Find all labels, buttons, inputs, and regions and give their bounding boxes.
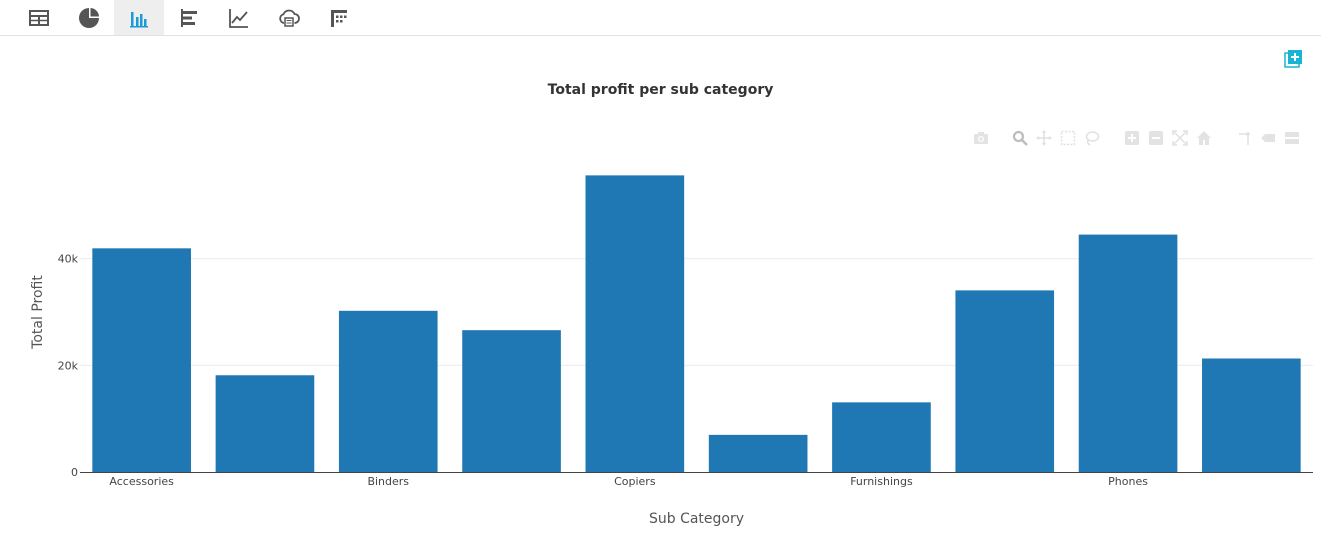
zoom-in-icon (1125, 131, 1139, 145)
box-select-button[interactable] (1059, 128, 1077, 148)
y-tick-label: 20k (58, 359, 79, 372)
bar[interactable] (955, 290, 1055, 472)
show-closest-button[interactable] (1259, 128, 1277, 148)
chart-title: Total profit per sub category (547, 82, 774, 98)
y-tick-label: 40k (58, 253, 79, 266)
table-icon (29, 9, 49, 26)
y-axis-title: Total Profit (30, 275, 46, 350)
spike-lines-icon (1239, 132, 1250, 145)
zoom-out-icon (1149, 131, 1163, 145)
x-tick-label: Binders (367, 475, 409, 488)
line-chart-icon (229, 8, 248, 28)
bar[interactable] (215, 375, 315, 472)
zoom-button[interactable] (1011, 128, 1029, 148)
hover-compare-icon (1285, 132, 1299, 144)
compare-data-button[interactable] (1283, 128, 1301, 148)
reset-axes-button[interactable] (1195, 128, 1213, 148)
tab-pivot[interactable] (314, 0, 364, 35)
bar[interactable] (92, 248, 191, 472)
chart-type-toolbar (0, 0, 1321, 36)
tab-line-chart[interactable] (214, 0, 264, 35)
hover-closest-icon (1261, 134, 1275, 142)
y-tick-label: 0 (71, 466, 78, 479)
pie-chart-icon (79, 7, 99, 28)
y-axis-ticks: 0 20k 40k (58, 253, 79, 479)
zoom-in-button[interactable] (1123, 128, 1141, 148)
add-to-dashboard-button[interactable] (1284, 49, 1303, 68)
bar[interactable] (585, 175, 685, 472)
tab-cloud-export[interactable] (264, 0, 314, 35)
lasso-select-button[interactable] (1083, 128, 1101, 148)
x-axis-title: Sub Category (649, 511, 744, 527)
bar[interactable] (462, 330, 561, 472)
bar[interactable] (1078, 234, 1178, 472)
autoscale-button[interactable] (1171, 128, 1189, 148)
zoom-icon (1012, 130, 1028, 146)
bar[interactable] (338, 310, 438, 472)
pan-button[interactable] (1035, 128, 1053, 148)
tab-table[interactable] (14, 0, 64, 35)
x-axis-ticks: Accessories Binders Copiers Furnishings Phon… (109, 475, 1148, 488)
tab-pie-chart[interactable] (64, 0, 114, 35)
bar[interactable] (1202, 358, 1301, 472)
zoom-out-button[interactable] (1147, 128, 1165, 148)
home-icon (1197, 131, 1211, 145)
pivot-icon (331, 9, 347, 27)
tab-horizontal-bar[interactable] (164, 0, 214, 35)
pan-icon (1036, 130, 1052, 146)
box-select-icon (1060, 130, 1076, 146)
x-tick-label: Copiers (614, 475, 656, 488)
lasso-icon (1085, 131, 1100, 146)
x-tick-label: Phones (1108, 475, 1148, 488)
bar[interactable] (708, 434, 808, 472)
toggle-spike-lines-button[interactable] (1235, 128, 1253, 148)
download-plot-button[interactable] (972, 128, 990, 148)
autoscale-icon (1172, 130, 1188, 146)
bars (92, 175, 1301, 472)
x-tick-label: Furnishings (850, 475, 913, 488)
add-square-icon (1284, 50, 1302, 68)
horizontal-bar-icon (181, 8, 197, 27)
bar-chart-icon (130, 11, 148, 27)
tab-bar-chart[interactable] (114, 0, 164, 35)
bar[interactable] (832, 402, 931, 472)
x-tick-label: Accessories (109, 475, 174, 488)
camera-icon (974, 132, 988, 144)
cloud-export-icon (279, 9, 300, 27)
